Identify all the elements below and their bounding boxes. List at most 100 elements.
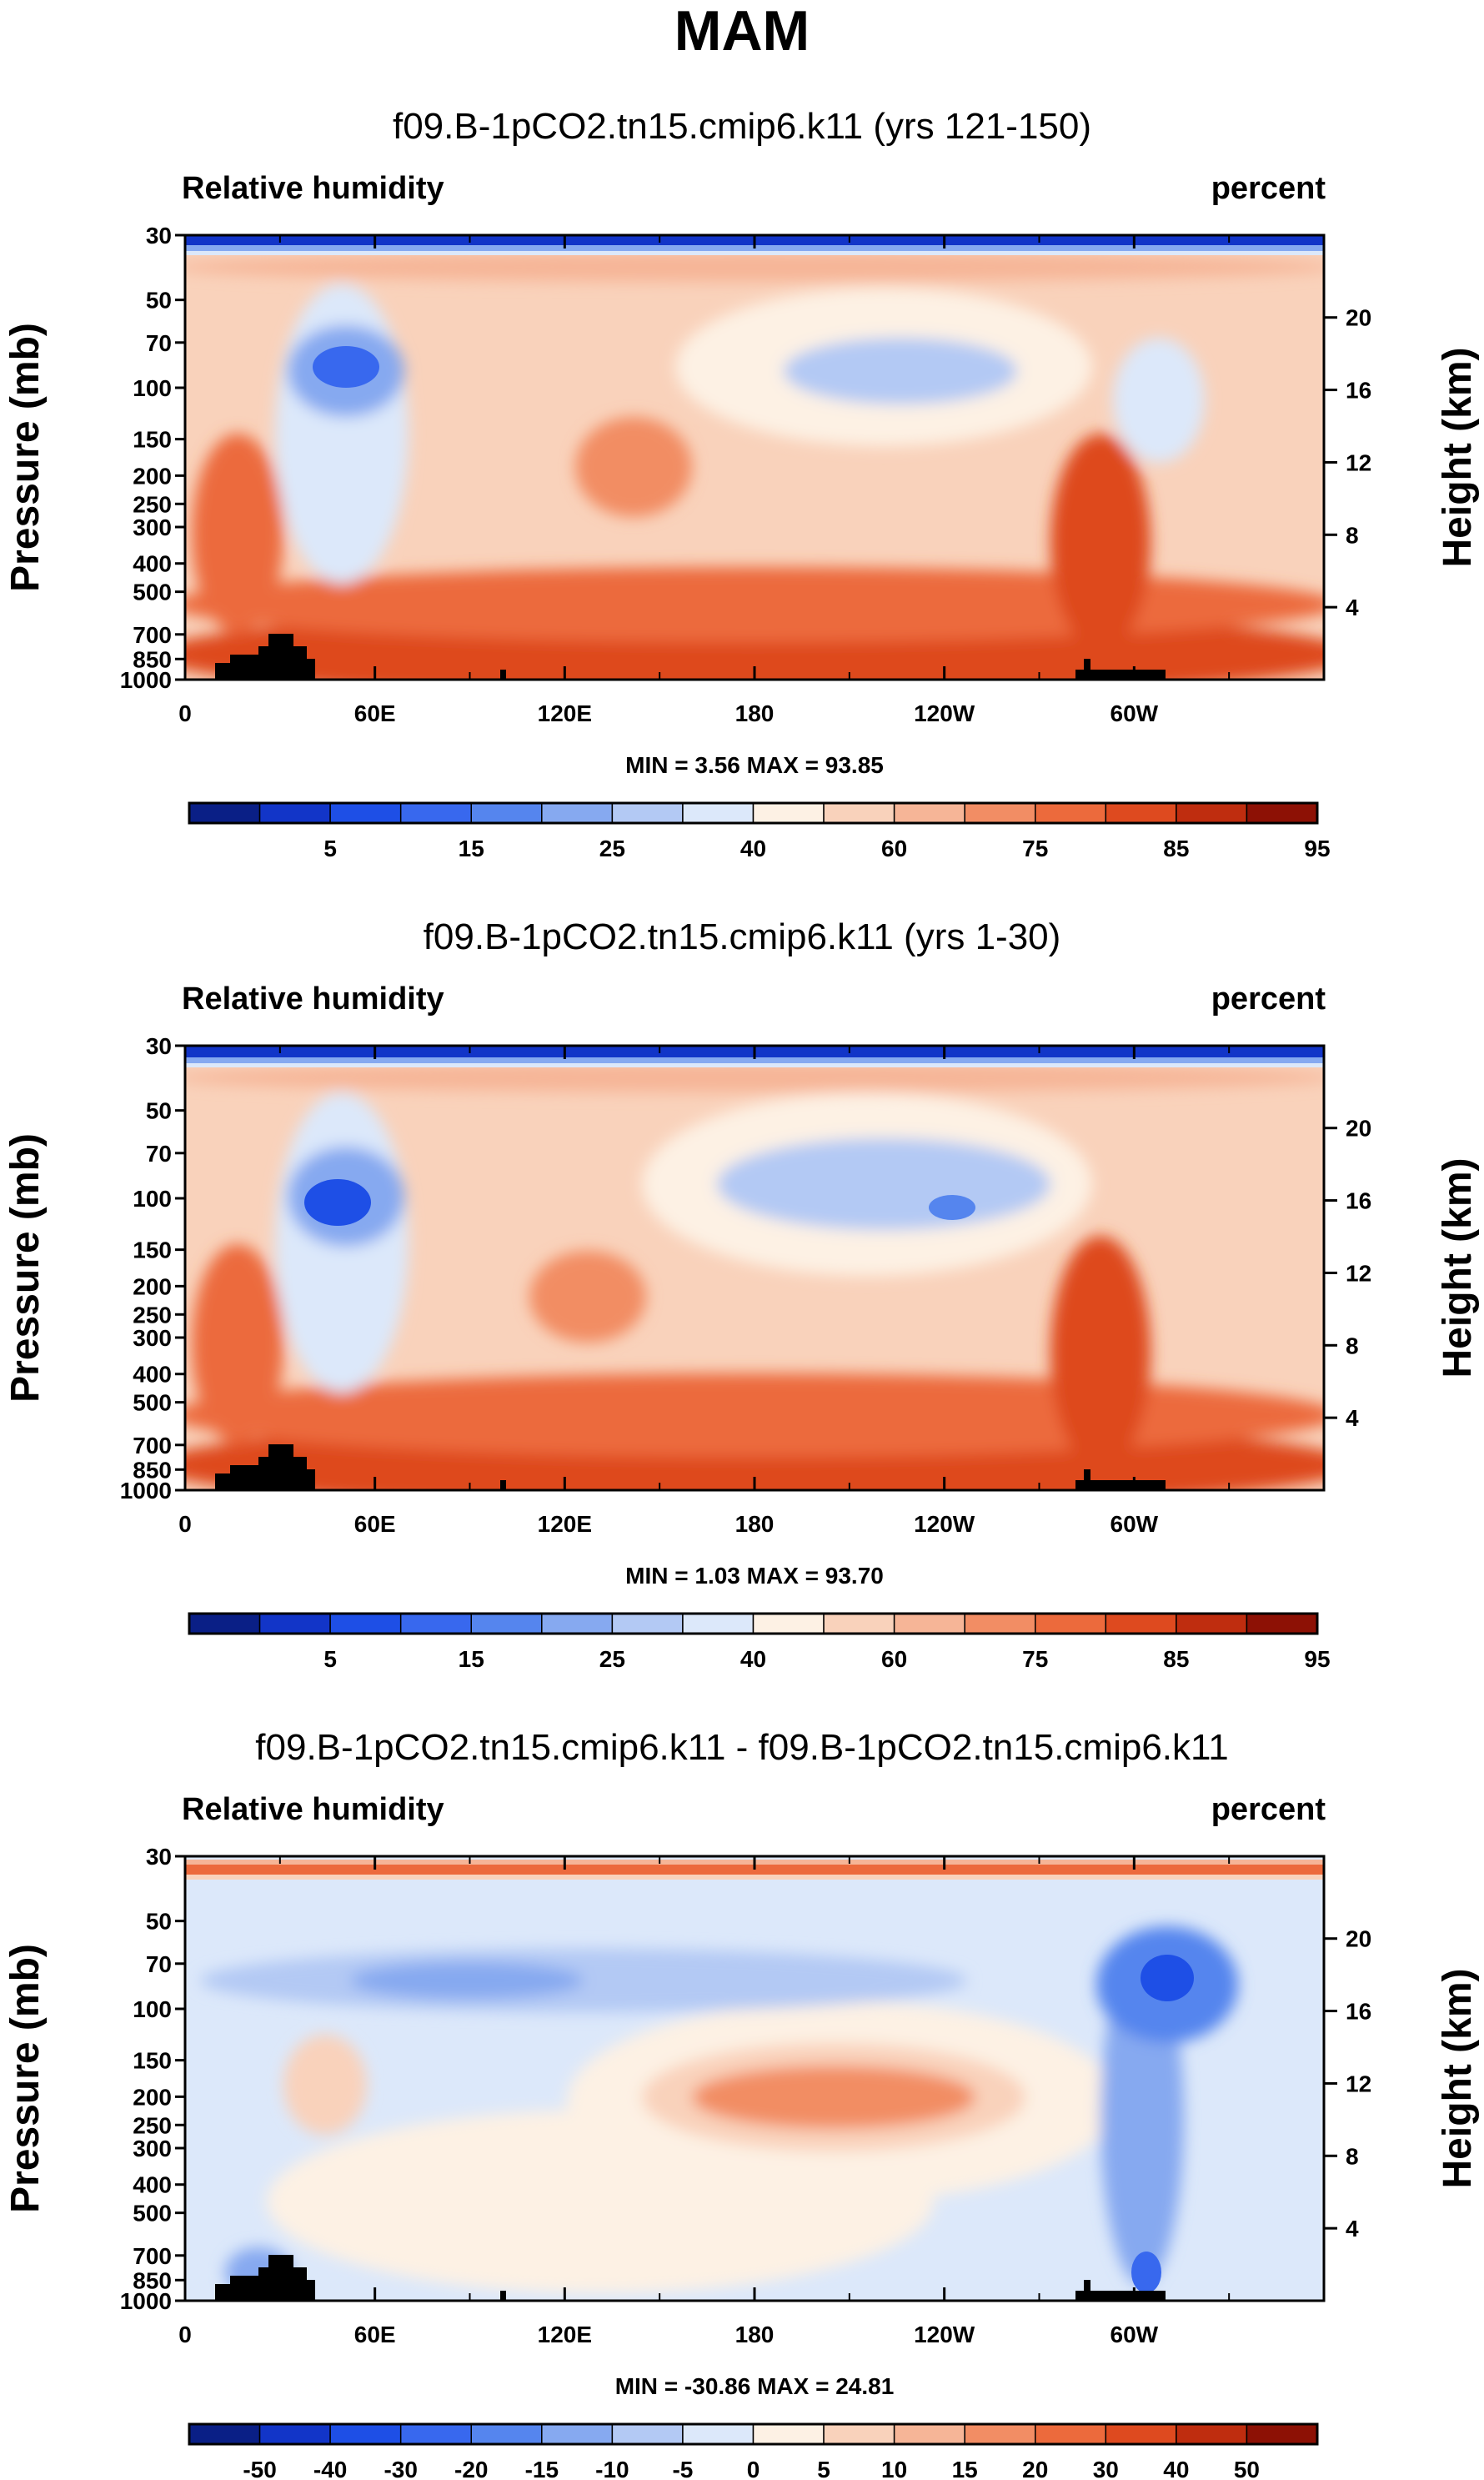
y-tick-label: 70 [146,1951,172,1977]
colorbar-swatch [329,802,402,824]
colorbar-swatch [1246,2423,1318,2445]
x-tick-label: 120W [914,1511,975,1537]
colorbar-swatch [329,2423,402,2445]
min-max-text: MIN = -30.86 MAX = 24.81 [615,2373,895,2399]
y-tick-label: 500 [133,2201,172,2226]
colorbar-swatch [470,2423,543,2445]
topography-andes [1075,659,1166,680]
panel-title: f09.B-1pCO2.tn15.cmip6.k11 - f09.B-1pCO2… [255,1727,1228,1768]
upper-moist-band [185,1062,1324,1092]
height-tick-label: 16 [1346,1188,1371,1214]
colorbar-label: -15 [525,2457,559,2480]
colorbar-swatch [964,2423,1036,2445]
stratosphere-transition-2 [185,1063,1324,1067]
colorbar-swatch [682,1613,755,1634]
x-tick-label: 60W [1110,2322,1159,2347]
y-axis-title: Pressure (mb) [3,323,48,592]
colorbar-swatch [399,1613,472,1634]
variable-label: Relative humidity [182,981,444,1017]
colorbar-swatch [893,802,965,824]
colorbar-label: 95 [1304,1646,1330,1672]
colorbar-label: 85 [1163,1646,1189,1672]
humid-band-low [185,1373,1324,1457]
negative-upper-left [350,1962,584,1999]
y-axis-title-right: Height (km) [1436,348,1480,568]
y-tick-label: 400 [133,1362,172,1388]
y-axis-title-right: Height (km) [1436,1969,1480,2189]
y-tick-label: 1000 [120,2288,172,2314]
x-tick-label: 60W [1110,700,1159,726]
colorbar-swatch [329,1613,402,1634]
colorbar-label: -30 [384,2457,417,2480]
figure-title: MAM [674,0,810,63]
y-tick-label: 500 [133,580,172,605]
height-tick-label: 20 [1346,1116,1371,1142]
y-tick-label: 150 [133,1237,172,1263]
x-tick-label: 180 [735,700,775,726]
height-tick-label: 20 [1346,305,1371,331]
contour-field [185,1856,1324,2301]
colorbar-swatch [1105,1613,1177,1634]
moist-mid-120e [575,417,692,517]
height-tick-label: 4 [1346,595,1359,620]
negative-core-samerica [1141,1955,1194,2001]
height-tick-label: 16 [1346,1999,1371,2025]
colorbar-frame [188,1612,1319,1635]
colorbar-swatch [470,1613,543,1634]
y-tick-label: 700 [133,622,172,648]
colorbar-label: 0 [747,2457,760,2480]
height-tick-label: 20 [1346,1926,1371,1952]
height-tick-label: 8 [1346,2143,1359,2169]
colorbar-swatch [1035,802,1107,824]
topography-maritime [500,670,506,680]
colorbar-label: 40 [740,836,766,861]
y-tick-label: 200 [133,2084,172,2110]
colorbar-swatch [470,802,543,824]
y-tick-label: 100 [133,1996,172,2022]
dry-core-left [313,346,379,388]
y-tick-label: 700 [133,1433,172,1458]
moist-mid-120e [529,1251,646,1343]
colorbar-label: 5 [323,1646,337,1672]
colorbar-swatch [752,1613,825,1634]
colorbar-swatch [1176,2423,1248,2445]
y-tick-label: 30 [146,223,172,249]
colorbar-label: -5 [672,2457,693,2480]
contour-field [185,1046,1324,1490]
y-tick-label: 70 [146,1141,172,1167]
colorbar-label: -50 [243,2457,276,2480]
stratosphere-transition-2 [185,251,1324,255]
colorbar-swatch [541,2423,614,2445]
x-tick-label: 120W [914,700,975,726]
x-tick-label: 180 [735,2322,775,2347]
x-tick-label: 120W [914,2322,975,2347]
y-tick-label: 200 [133,1273,172,1299]
colorbar-label: 10 [881,2457,907,2480]
colorbar-label: -40 [313,2457,347,2480]
x-tick-label: 0 [178,700,192,726]
colorbar-label: 15 [459,836,484,861]
tropopause-positive-edge-2 [185,1875,1324,1880]
colorbar-swatch [1246,1613,1318,1634]
panel-title: f09.B-1pCO2.tn15.cmip6.k11 (yrs 121-150) [393,106,1091,147]
moist-column-africa [192,1244,283,1444]
y-tick-label: 30 [146,1844,172,1870]
colorbar-swatch [682,2423,755,2445]
height-tick-label: 12 [1346,449,1371,475]
y-tick-label: 200 [133,463,172,489]
y-tick-label: 300 [133,1325,172,1351]
colorbar-swatch [258,802,331,824]
colorbar-swatch [1246,802,1318,824]
colorbar-swatch [893,1613,965,1634]
moist-column-africa [192,434,283,634]
colorbar-swatch [752,802,825,824]
subtropical-dry-central-core [784,338,1017,404]
colorbar-label: 40 [1163,2457,1189,2480]
subtropical-dry-central-core [717,1138,1050,1230]
colorbar-swatch [893,2423,965,2445]
colorbar-label: 75 [1022,1646,1048,1672]
x-tick-label: 60E [354,2322,396,2347]
colorbar-label: 85 [1163,836,1189,861]
